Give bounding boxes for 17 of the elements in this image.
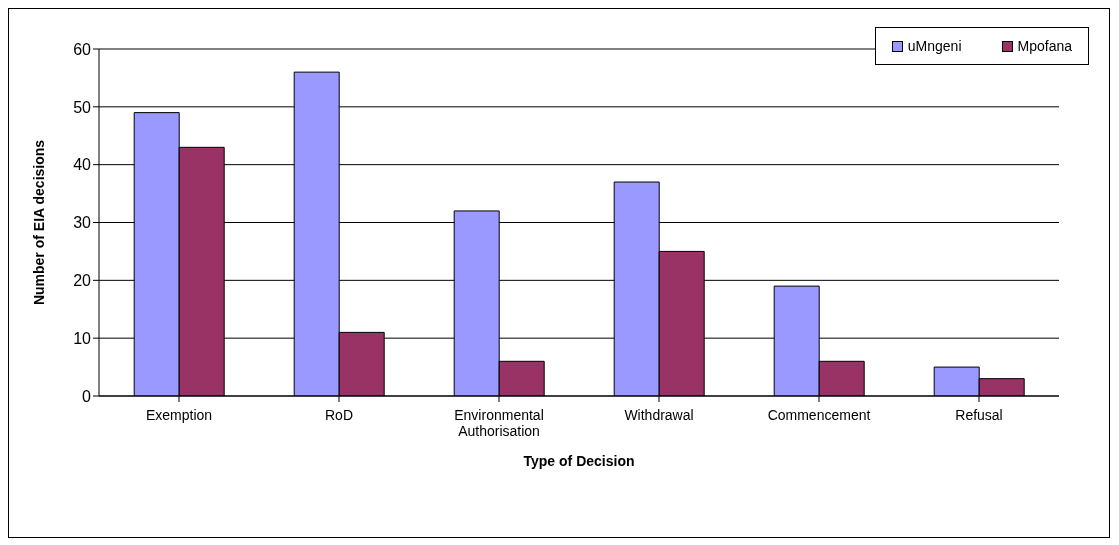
x-tick-label: Refusal	[955, 407, 1003, 423]
x-tick-label: Exemption	[145, 407, 213, 423]
x-tick-label: Environmental Authorisation	[454, 407, 544, 439]
y-tick-label: 50	[73, 98, 92, 116]
y-tick-label: 0	[82, 387, 92, 405]
y-tick-label: 30	[73, 214, 92, 232]
x-tick-label: Commencement	[767, 407, 871, 423]
x-tick-label: RoD	[324, 407, 354, 423]
y-tick-label: 10	[73, 329, 92, 347]
x-tick-label: Withdrawal	[624, 407, 694, 423]
y-tick-label: 60	[73, 40, 92, 58]
y-tick-label: 40	[73, 156, 92, 174]
y-tick-label: 20	[73, 272, 92, 290]
y-axis-title: Number of EIA decisions	[30, 139, 47, 306]
legend-label: uMngeni	[906, 38, 962, 54]
legend-label: Mpofana	[1016, 38, 1072, 54]
x-axis-title: Type of Decision	[523, 453, 635, 469]
